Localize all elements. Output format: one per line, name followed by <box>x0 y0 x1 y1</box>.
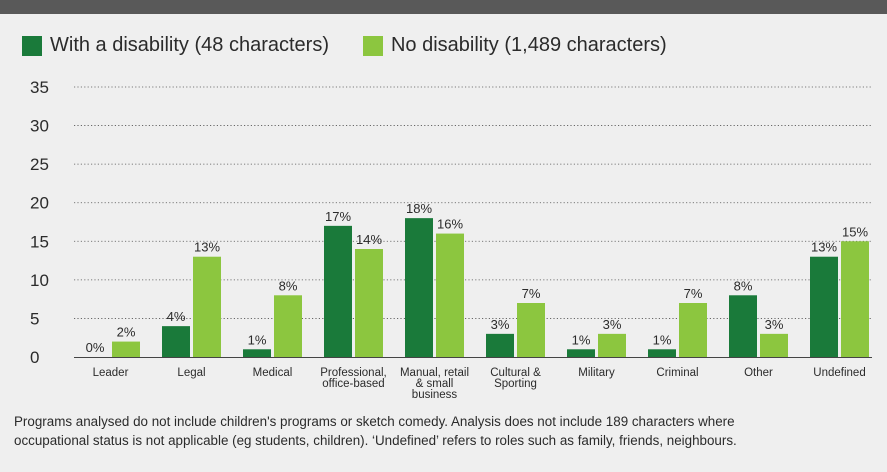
bar-no-disability-3 <box>355 249 383 357</box>
category-label-line: office-based <box>322 378 384 390</box>
category-label-line: Professional, <box>320 367 386 379</box>
y-tick-label-20: 20 <box>30 194 49 213</box>
category-label-8: Other <box>744 367 773 379</box>
data-label-no-disability-6: 3% <box>603 317 622 332</box>
bar-with-disability-5 <box>486 333 514 357</box>
y-tick-label-10: 10 <box>30 271 49 290</box>
y-tick-label-35: 35 <box>30 78 49 97</box>
data-label-with-disability-8: 8% <box>734 278 753 293</box>
bar-with-disability-8 <box>729 295 757 357</box>
data-label-with-disability-0: 0% <box>86 340 105 355</box>
bar-no-disability-8 <box>760 333 788 357</box>
bar-no-disability-0 <box>112 341 140 357</box>
bar-chart: 0 5 10 15 20 25 30 35 0% 2% Leader 4% 13% Legal 1% 8% Me… <box>30 78 872 401</box>
category-label-3: Professional, office-based <box>320 367 386 390</box>
data-label-with-disability-1: 4% <box>167 309 186 324</box>
bar-no-disability-7 <box>679 303 707 357</box>
y-tick-label-15: 15 <box>30 232 49 251</box>
data-label-no-disability-7: 7% <box>684 286 703 301</box>
data-label-no-disability-8: 3% <box>765 317 784 332</box>
y-tick-label-0: 0 <box>30 348 39 367</box>
bar-no-disability-1 <box>193 256 221 357</box>
bar-with-disability-2 <box>243 349 271 357</box>
category-label-0: Leader <box>93 367 129 379</box>
category-label-1: Legal <box>177 367 205 379</box>
legend-item-no-disability: No disability (1,489 characters) <box>362 34 667 57</box>
footnote-line-1: Programs analysed do not include childre… <box>14 414 735 429</box>
category-label-line: Undefined <box>813 367 865 379</box>
category-label-line: Criminal <box>656 367 698 379</box>
bar-with-disability-1 <box>162 326 190 357</box>
category-label-4: Manual, retail & small business <box>400 367 469 401</box>
data-label-with-disability-7: 1% <box>653 332 672 347</box>
category-label-line: Sporting <box>494 378 537 390</box>
category-label-5: Cultural & Sporting <box>490 367 541 390</box>
data-label-no-disability-5: 7% <box>522 286 541 301</box>
data-label-no-disability-3: 14% <box>356 232 382 247</box>
header-bar <box>0 0 887 14</box>
category-label-line: Legal <box>177 367 205 379</box>
footnote-line-2: occupational status is not applicable (e… <box>14 433 737 448</box>
bar-with-disability-3 <box>324 225 352 357</box>
data-label-no-disability-4: 16% <box>437 217 463 232</box>
legend-item-with-disability: With a disability (48 characters) <box>22 34 329 57</box>
y-tick-label-30: 30 <box>30 117 49 136</box>
category-label-line: Other <box>744 367 773 379</box>
bar-no-disability-2 <box>274 295 302 357</box>
data-label-with-disability-4: 18% <box>406 201 432 216</box>
data-label-no-disability-2: 8% <box>279 278 298 293</box>
data-label-with-disability-3: 17% <box>325 209 351 224</box>
category-label-6: Military <box>578 367 615 379</box>
data-label-with-disability-2: 1% <box>248 332 267 347</box>
chart-legend: With a disability (48 characters) No dis… <box>22 34 667 57</box>
data-label-no-disability-0: 2% <box>117 325 136 340</box>
category-label-line: Manual, retail <box>400 367 469 379</box>
bar-no-disability-9 <box>841 241 869 357</box>
category-label-2: Medical <box>253 367 293 379</box>
bar-no-disability-5 <box>517 303 545 357</box>
legend-label-no-disability: No disability (1,489 characters) <box>390 34 667 56</box>
data-label-with-disability-5: 3% <box>491 317 510 332</box>
data-label-no-disability-9: 15% <box>842 224 868 239</box>
category-label-line: business <box>412 389 458 401</box>
category-label-line: Cultural & <box>490 367 541 379</box>
bar-no-disability-6 <box>598 333 626 357</box>
category-label-7: Criminal <box>656 367 698 379</box>
data-label-no-disability-1: 13% <box>194 240 220 255</box>
legend-swatch-no-disability <box>362 35 383 56</box>
bar-with-disability-9 <box>810 256 838 357</box>
category-label-line: Military <box>578 367 615 379</box>
bar-no-disability-4 <box>436 233 464 357</box>
bar-with-disability-6 <box>567 349 595 357</box>
category-label-line: Medical <box>253 367 293 379</box>
legend-swatch-with-disability <box>22 35 42 56</box>
y-tick-label-25: 25 <box>30 155 49 174</box>
category-label-line: & small <box>416 378 454 390</box>
legend-label-with-disability: With a disability (48 characters) <box>50 34 329 56</box>
bar-with-disability-7 <box>648 349 676 357</box>
bar-with-disability-4 <box>405 218 433 357</box>
category-label-9: Undefined <box>813 367 865 379</box>
footnote: Programs analysed do not include childre… <box>14 412 880 450</box>
data-label-with-disability-6: 1% <box>572 332 591 347</box>
data-label-with-disability-9: 13% <box>811 240 837 255</box>
category-label-line: Leader <box>93 367 129 379</box>
y-tick-label-5: 5 <box>30 309 39 328</box>
